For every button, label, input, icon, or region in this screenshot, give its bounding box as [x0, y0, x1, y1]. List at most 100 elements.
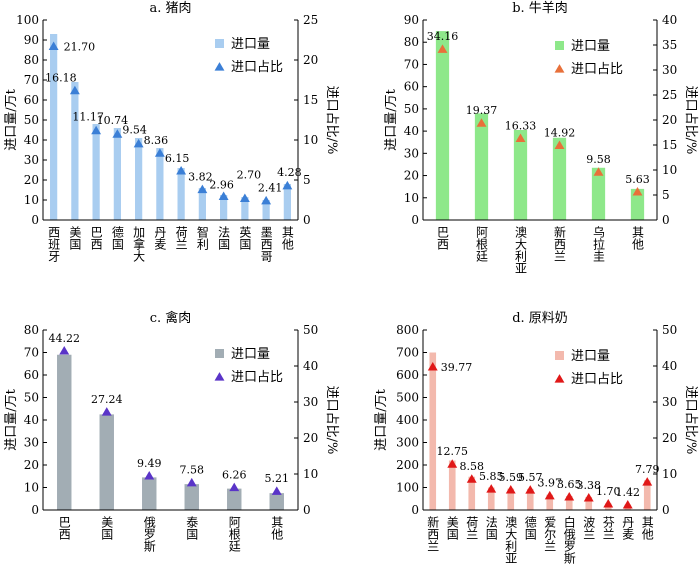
- legend-swatch-marker: [214, 372, 225, 381]
- bar: [565, 496, 573, 510]
- x-tick-label: 澳大利亚: [514, 226, 528, 274]
- bar: [487, 487, 495, 510]
- y-tick-label: 90: [404, 13, 419, 27]
- share-marker: [554, 140, 565, 150]
- share-marker: [447, 459, 458, 468]
- share-marker: [642, 477, 653, 486]
- y-tick-label: 100: [16, 13, 39, 27]
- x-tick-label: 澳大利亚: [504, 516, 518, 564]
- y2-axis-title: 进口占比/%: [683, 386, 698, 455]
- y2-tick-label: 10: [662, 163, 677, 177]
- y-tick-label: 60: [404, 80, 419, 94]
- data-label: 9.54: [122, 124, 147, 137]
- x-tick-label: 白俄罗斯: [562, 515, 576, 565]
- y2-tick-label: 20: [303, 431, 318, 445]
- y-tick-label: 80: [24, 53, 39, 67]
- data-label: 8.36: [144, 134, 169, 147]
- x-tick-label: 泰国: [185, 516, 199, 540]
- y-tick-label: 0: [31, 503, 39, 517]
- y-tick-label: 50: [24, 113, 39, 127]
- y-tick-label: 40: [404, 124, 419, 138]
- share-marker: [622, 500, 633, 509]
- data-label: 27.24: [91, 393, 123, 406]
- legend-swatch-marker: [554, 374, 565, 383]
- data-label: 12.75: [437, 445, 469, 458]
- y-tick-label: 300: [396, 436, 419, 450]
- data-label: 16.18: [45, 72, 77, 85]
- bar: [630, 188, 645, 220]
- y-tick-label: 600: [396, 368, 419, 382]
- bar: [50, 34, 58, 220]
- data-label: 10.74: [97, 114, 129, 127]
- share-marker: [91, 125, 102, 135]
- bar: [113, 128, 121, 220]
- share-marker: [69, 85, 80, 95]
- y-tick-label: 50: [404, 102, 419, 116]
- data-label: 5.85: [479, 470, 504, 483]
- y-tick-label: 90: [24, 33, 39, 47]
- data-label: 4.28: [277, 166, 302, 179]
- data-label: 3.38: [577, 479, 602, 492]
- x-tick-label: 波兰: [582, 516, 596, 540]
- chart-title: c. 禽肉: [150, 310, 192, 326]
- y-tick-label: 70: [24, 73, 39, 87]
- y2-tick-label: 0: [662, 503, 670, 517]
- x-tick-label: 阿根廷: [227, 516, 241, 553]
- bar: [513, 130, 528, 220]
- bar: [227, 488, 242, 510]
- x-tick-label: 俄罗斯: [142, 516, 156, 553]
- legend-label: 进口量: [571, 349, 610, 364]
- y-tick-label: 60: [24, 368, 39, 382]
- bar: [269, 493, 284, 510]
- y2-tick-label: 25: [662, 88, 677, 102]
- y2-tick-label: 0: [303, 503, 311, 517]
- bar: [552, 137, 567, 220]
- share-marker: [632, 186, 643, 196]
- y2-tick-label: 5: [303, 173, 311, 187]
- data-label: 5.57: [518, 471, 543, 484]
- legend-swatch-bar: [215, 39, 224, 48]
- y2-tick-label: 15: [662, 138, 677, 152]
- bar: [262, 200, 270, 220]
- y-tick-label: 70: [404, 57, 419, 71]
- data-label: 9.49: [137, 457, 162, 470]
- data-label: 44.22: [49, 332, 81, 345]
- legend-label: 进口占比: [231, 60, 283, 75]
- x-tick-label: 德国: [110, 225, 124, 250]
- data-label: 2.41: [258, 182, 283, 195]
- share-marker: [427, 361, 438, 371]
- y-tick-label: 20: [24, 173, 39, 187]
- bar: [546, 494, 554, 510]
- legend-swatch-bar: [555, 41, 564, 50]
- x-tick-label: 巴西: [57, 516, 71, 540]
- y-axis-title: 进口量/万t: [374, 388, 389, 450]
- y-tick-label: 30: [24, 153, 39, 167]
- y-tick-label: 80: [404, 35, 419, 49]
- data-label: 14.92: [544, 126, 576, 139]
- bar: [283, 184, 291, 220]
- bar: [429, 352, 437, 510]
- x-tick-label: 加拿大: [132, 226, 146, 262]
- bar: [184, 484, 199, 510]
- y-tick-label: 100: [396, 481, 419, 495]
- data-label: 34.16: [427, 30, 459, 43]
- x-tick-label: 英国: [238, 226, 252, 250]
- data-label: 3.65: [557, 478, 582, 491]
- share-marker: [218, 191, 229, 200]
- chart-panel-2: b. 牛羊肉 34.16 19.37 16.33 14.92 9.58 5.63 0 10 20 3…: [384, 0, 698, 274]
- share-marker: [133, 138, 144, 148]
- x-tick-label: 芬兰: [601, 516, 615, 540]
- y-axis-title: 进口量/万t: [4, 388, 19, 450]
- x-tick-label: 荷兰: [465, 516, 479, 540]
- x-tick-label: 美国: [445, 516, 459, 540]
- data-label: 21.70: [64, 40, 96, 53]
- y-tick-label: 40: [24, 413, 39, 427]
- y-tick-label: 500: [396, 391, 419, 405]
- y2-tick-label: 15: [303, 93, 318, 107]
- y2-tick-label: 25: [303, 13, 318, 27]
- x-tick-label: 巴西: [436, 226, 450, 250]
